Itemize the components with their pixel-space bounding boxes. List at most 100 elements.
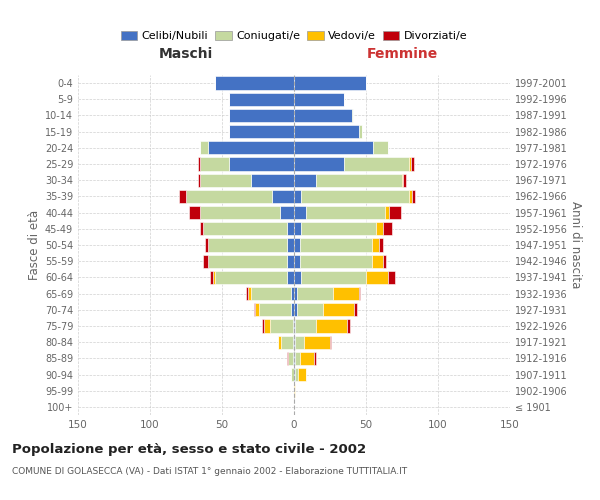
Bar — [200, 141, 208, 154]
Bar — [383, 254, 386, 268]
Bar — [295, 320, 316, 332]
Bar — [323, 303, 355, 316]
Bar — [410, 158, 413, 170]
Bar — [300, 254, 372, 268]
Bar — [262, 320, 264, 332]
Bar — [389, 206, 401, 220]
Bar — [215, 270, 287, 284]
Bar — [251, 174, 294, 187]
Bar — [259, 303, 291, 316]
Bar — [229, 125, 294, 138]
Bar — [366, 270, 388, 284]
Bar — [297, 287, 333, 300]
Bar — [355, 303, 358, 316]
Bar — [229, 158, 294, 170]
Bar — [247, 287, 248, 300]
Bar — [294, 125, 359, 138]
Bar — [287, 270, 294, 284]
Bar — [294, 109, 352, 122]
Bar — [294, 352, 295, 365]
Bar — [294, 76, 366, 90]
Bar — [297, 303, 323, 316]
Bar — [203, 222, 287, 235]
Bar — [294, 174, 316, 187]
Bar — [251, 287, 291, 300]
Bar — [294, 303, 297, 316]
Bar — [383, 222, 392, 235]
Bar — [294, 368, 295, 381]
Bar — [372, 254, 383, 268]
Y-axis label: Anni di nascita: Anni di nascita — [569, 202, 581, 288]
Bar — [197, 174, 200, 187]
Bar — [278, 336, 281, 349]
Bar — [200, 206, 280, 220]
Bar — [385, 206, 389, 220]
Bar — [295, 368, 298, 381]
Bar — [402, 174, 403, 187]
Bar — [295, 336, 304, 349]
Bar — [298, 368, 305, 381]
Bar — [359, 287, 360, 300]
Bar — [294, 92, 344, 106]
Bar — [208, 141, 294, 154]
Bar — [294, 254, 300, 268]
Bar — [304, 336, 330, 349]
Bar — [409, 190, 412, 203]
Bar — [200, 158, 229, 170]
Bar — [294, 287, 297, 300]
Bar — [301, 270, 366, 284]
Bar — [376, 222, 383, 235]
Bar — [229, 92, 294, 106]
Bar — [294, 206, 305, 220]
Bar — [314, 352, 316, 365]
Bar — [295, 352, 300, 365]
Bar — [264, 320, 269, 332]
Bar — [203, 254, 208, 268]
Bar — [294, 320, 295, 332]
Bar — [294, 222, 301, 235]
Bar — [287, 238, 294, 252]
Bar — [186, 190, 272, 203]
Bar — [189, 206, 200, 220]
Bar — [305, 206, 385, 220]
Bar — [372, 238, 379, 252]
Bar — [293, 336, 294, 349]
Bar — [412, 190, 415, 203]
Bar — [208, 238, 287, 252]
Bar — [294, 158, 344, 170]
Legend: Celibi/Nubili, Coniugati/e, Vedovi/e, Divorziati/e: Celibi/Nubili, Coniugati/e, Vedovi/e, Di… — [116, 26, 472, 46]
Bar — [300, 352, 314, 365]
Bar — [293, 352, 294, 365]
Text: Maschi: Maschi — [159, 48, 213, 62]
Bar — [200, 174, 251, 187]
Bar — [288, 352, 293, 365]
Bar — [291, 303, 294, 316]
Bar — [287, 254, 294, 268]
Bar — [248, 287, 251, 300]
Bar — [330, 336, 331, 349]
Bar — [301, 190, 409, 203]
Bar — [293, 320, 294, 332]
Bar — [294, 141, 373, 154]
Text: Popolazione per età, sesso e stato civile - 2002: Popolazione per età, sesso e stato civil… — [12, 442, 366, 456]
Bar — [287, 222, 294, 235]
Bar — [316, 320, 347, 332]
Bar — [344, 158, 409, 170]
Bar — [280, 206, 294, 220]
Bar — [347, 320, 350, 332]
Bar — [214, 270, 215, 284]
Bar — [272, 190, 294, 203]
Bar — [359, 125, 362, 138]
Bar — [179, 190, 186, 203]
Bar — [316, 174, 402, 187]
Bar — [291, 368, 294, 381]
Bar — [300, 238, 372, 252]
Bar — [301, 222, 376, 235]
Text: Femmine: Femmine — [367, 48, 437, 62]
Bar — [197, 158, 200, 170]
Bar — [388, 270, 395, 284]
Bar — [291, 287, 294, 300]
Bar — [287, 352, 288, 365]
Bar — [229, 109, 294, 122]
Y-axis label: Fasce di età: Fasce di età — [28, 210, 41, 280]
